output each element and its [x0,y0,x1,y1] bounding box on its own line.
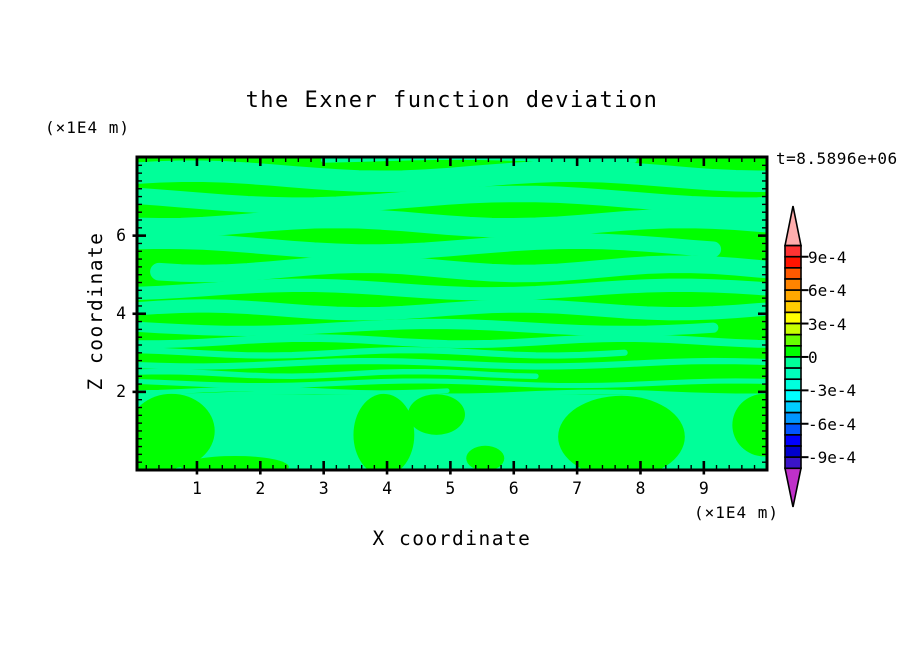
contour-stripe [137,278,767,301]
ticks-group [132,157,767,475]
colorbar-band [784,434,802,447]
z-axis-unit-label: (×1E4 m) [45,118,131,137]
colorbar-label: 9e-4 [808,247,847,267]
colorbar-band [784,244,802,258]
colorbar-band [784,333,802,347]
colorbar-band [784,267,802,280]
contour-stripe [137,299,767,321]
contour-blob [407,394,465,435]
contour-stripe [137,334,767,349]
plot-title: the Exner function deviation [245,88,659,113]
contour-stripe [137,233,722,260]
contour-blob [181,455,289,470]
x-tick-label: 9 [698,479,709,498]
colorbar-under-arrow [784,467,802,508]
contour-blob [466,445,505,470]
z-tick-label: 4 [116,303,126,323]
z-tick-label: 2 [116,381,126,401]
colorbar-band [784,378,802,392]
contour-blob [353,393,415,470]
contour-stripe [137,368,539,379]
contour-stripe [137,357,767,370]
colorbar-label: -6e-4 [808,414,857,434]
contour-stripe [137,208,767,238]
colorbar-band [784,300,802,314]
colorbar-label: 6e-4 [808,281,847,301]
colorbar-label: 3e-4 [808,314,847,334]
contour-blob [732,393,767,457]
contour-blob [558,395,685,470]
contour-stripe [137,347,628,359]
time-label: t=8.5896e+06 [776,149,898,168]
contour-stripe [137,318,719,336]
contour-stripe [150,255,767,283]
x-tick-label: 8 [635,479,646,498]
colorbar-band [784,311,802,325]
colorbar-band [784,422,802,436]
contour-blob [137,440,183,470]
colorbar-label: 0 [808,347,818,367]
contour-stripe [137,378,767,389]
x-tick-label: 1 [191,479,202,498]
colorbar [784,205,809,508]
field-group [137,157,767,470]
x-tick-label: 5 [445,479,456,498]
colorbar-label: -3e-4 [808,381,857,401]
x-tick-label: 4 [382,479,392,498]
colorbar-band [784,255,802,269]
colorbar-band [784,322,802,336]
colorbar-label: -9e-4 [808,448,857,468]
colorbar-band [784,356,802,369]
colorbar-band [784,367,802,381]
z-tick-label: 6 [116,225,126,245]
colorbar-band [784,411,802,425]
colorbar-band [784,456,802,470]
contour-plot [132,155,769,475]
colorbar-band [784,278,802,291]
colorbar-over-arrow [784,205,802,247]
colorbar-band [784,389,802,403]
x-tick-label: 6 [508,479,519,498]
colorbar-band [784,445,802,458]
x-axis-unit-label: (×1E4 m) [693,503,779,522]
colorbar-band [784,289,802,303]
colorbar-band [784,400,802,414]
colorbar-band [784,345,802,358]
x-tick-label: 7 [572,479,583,498]
x-axis-title: X coordinate [372,527,532,550]
x-tick-label: 3 [318,479,329,498]
contour-stripe [137,185,767,214]
contour-stripe [137,160,767,193]
x-tick-label: 2 [255,479,266,498]
